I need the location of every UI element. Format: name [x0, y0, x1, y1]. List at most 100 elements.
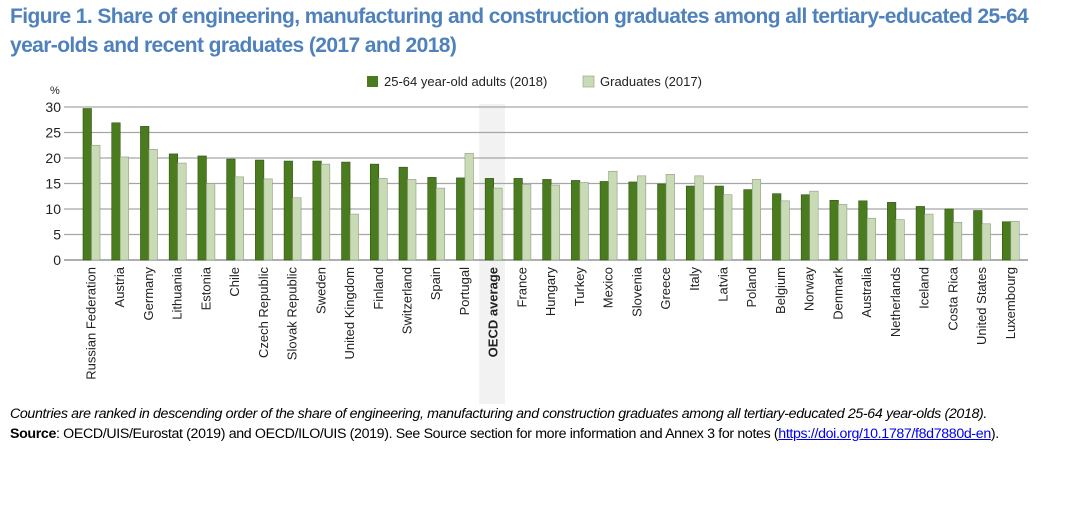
gridlines: 0 5 10 15 20 25 30 — [45, 99, 1028, 268]
bar-graduates-2017 — [206, 183, 216, 261]
bar-graduates-2017 — [292, 197, 302, 261]
bar-adults-2018 — [571, 180, 581, 261]
legend-label-adults: 25-64 year-old adults (2018) — [384, 74, 547, 89]
bar-adults-2018 — [484, 178, 494, 261]
legend-swatch-adults — [367, 76, 378, 87]
x-tick-label: Greece — [658, 267, 673, 310]
x-tick-label: Turkey — [572, 267, 587, 307]
bar-adults-2018 — [887, 202, 897, 261]
x-tick-label: Sweden — [313, 267, 328, 314]
ranking-note: Countries are ranked in descending order… — [10, 406, 987, 422]
bar-adults-2018 — [772, 193, 782, 261]
bar-graduates-2017 — [349, 213, 359, 261]
x-tick-label: Spain — [428, 267, 443, 300]
x-tick-label: Australia — [859, 266, 874, 317]
bar-graduates-2017 — [809, 190, 819, 261]
bar-adults-2018 — [915, 206, 925, 261]
bar-adults-2018 — [427, 177, 437, 261]
bar-adults-2018 — [685, 185, 696, 261]
bar-adults-2018 — [973, 210, 983, 261]
bar-adults-2018 — [944, 208, 954, 261]
y-tick-label: 5 — [53, 227, 61, 243]
x-tick-label: Poland — [744, 267, 759, 307]
bar-graduates-2017 — [953, 221, 963, 261]
x-tick-label: Switzerland — [400, 267, 415, 334]
source-end: ). — [990, 426, 999, 442]
x-tick-label: Denmark — [830, 267, 845, 320]
x-tick-label: Norway — [802, 267, 817, 312]
legend-label-graduates: Graduates (2017) — [600, 74, 702, 89]
bar-adults-2018 — [858, 200, 868, 261]
x-tick-label: United Kingdom — [342, 267, 357, 360]
bar-adults-2018 — [800, 194, 810, 261]
y-tick-label: 25 — [45, 125, 61, 141]
source-note: Source: OECD/UIS/Eurostat (2019) and OEC… — [10, 424, 1070, 444]
bar-graduates-2017 — [435, 187, 446, 261]
bar-graduates-2017 — [407, 179, 417, 261]
bar-graduates-2017 — [263, 178, 273, 261]
category-labels: Russian Federation Austria Germany Lithuani… — [84, 266, 1018, 380]
bar-adults-2018 — [369, 163, 380, 261]
bar-graduates-2017 — [464, 153, 474, 261]
x-tick-label: Germany — [141, 267, 156, 321]
bar-chart: 0 5 10 15 20 25 30 Russian Federation Austria Ge… — [45, 74, 1028, 404]
figure-title: Figure 1. Share of engineering, manufact… — [10, 5, 1029, 57]
bar-adults-2018 — [197, 155, 207, 261]
bar-graduates-2017 — [321, 163, 331, 261]
x-tick-label: Chile — [227, 267, 242, 297]
bar-graduates-2017 — [579, 182, 589, 261]
x-tick-label: Netherlands — [888, 267, 903, 338]
x-tick-label: OECD average — [486, 267, 501, 357]
x-tick-label: Luxembourg — [1003, 267, 1018, 339]
bar-adults-2018 — [513, 178, 523, 261]
source-label: Source — [10, 426, 56, 442]
source-text: : OECD/UIS/Eurostat (2019) and OECD/ILO/… — [56, 426, 779, 442]
bar-adults-2018 — [226, 158, 236, 261]
figure-notes: Countries are ranked in descending order… — [10, 404, 1070, 444]
bar-graduates-2017 — [838, 204, 848, 261]
x-tick-label: Iceland — [917, 267, 932, 309]
bars — [82, 108, 1020, 261]
y-axis-unit-label: % — [50, 85, 60, 97]
x-tick-label: Austria — [112, 266, 127, 307]
x-tick-label: Lithuania — [170, 266, 185, 320]
bar-graduates-2017 — [91, 144, 101, 261]
x-tick-label: Slovenia — [629, 266, 644, 317]
x-tick-label: Finland — [371, 267, 386, 310]
bar-graduates-2017 — [895, 219, 905, 261]
bar-adults-2018 — [599, 181, 609, 261]
bar-graduates-2017 — [522, 184, 532, 261]
x-tick-label: Italy — [687, 267, 702, 291]
bar-graduates-2017 — [924, 213, 934, 261]
bar-adults-2018 — [312, 160, 322, 261]
bar-adults-2018 — [341, 161, 351, 261]
doi-link[interactable]: https://doi.org/10.1787/f8d7880d-en — [778, 426, 991, 442]
x-tick-label: Slovak Republic — [285, 267, 300, 361]
x-tick-label: France — [514, 267, 529, 307]
bar-adults-2018 — [283, 160, 293, 261]
bar-adults-2018 — [140, 126, 150, 261]
bar-graduates-2017 — [751, 179, 762, 261]
x-tick-label: Estonia — [198, 266, 213, 310]
bar-graduates-2017 — [234, 176, 244, 261]
y-tick-label: 0 — [53, 252, 61, 268]
x-tick-label: Hungary — [543, 267, 558, 317]
y-tick-label: 30 — [45, 99, 61, 115]
bar-adults-2018 — [714, 185, 724, 261]
bar-adults-2018 — [628, 181, 638, 261]
x-tick-label: Costa Rica — [945, 266, 960, 330]
x-tick-label: United States — [974, 267, 989, 346]
bar-graduates-2017 — [1010, 220, 1020, 261]
bar-graduates-2017 — [694, 175, 704, 261]
y-tick-label: 15 — [45, 176, 61, 192]
bar-graduates-2017 — [637, 175, 647, 261]
bar-adults-2018 — [398, 166, 408, 261]
x-tick-label: Portugal — [457, 267, 472, 316]
bar-adults-2018 — [456, 177, 466, 261]
bar-adults-2018 — [255, 159, 265, 261]
bar-adults-2018 — [743, 189, 753, 261]
x-tick-label: Latvia — [716, 266, 731, 301]
bar-adults-2018 — [168, 153, 178, 261]
y-tick-label: 10 — [45, 201, 61, 217]
bar-graduates-2017 — [550, 184, 560, 261]
